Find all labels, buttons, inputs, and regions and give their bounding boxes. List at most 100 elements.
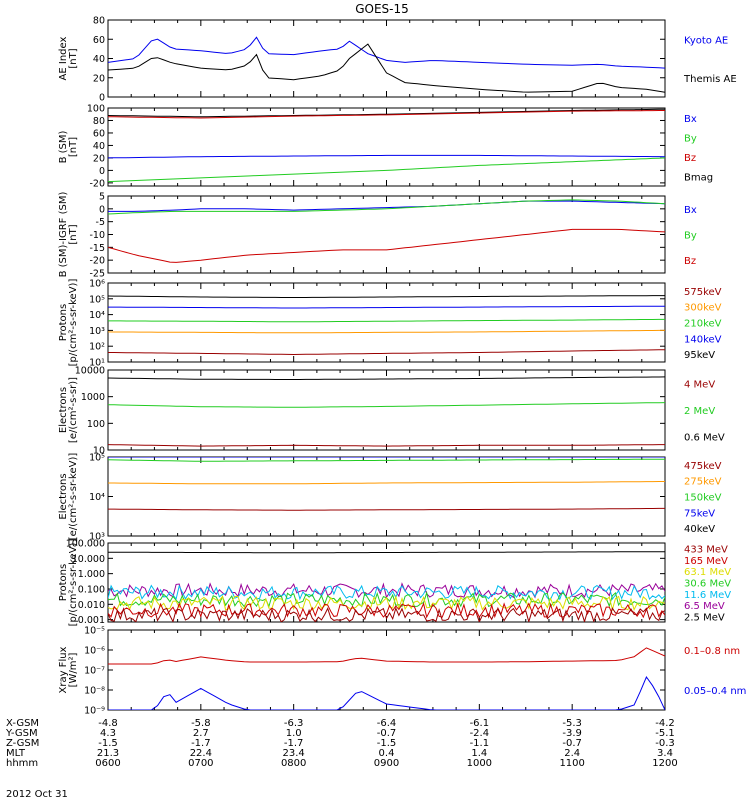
y-tick-label: 10⁻⁸: [84, 686, 105, 697]
legend-entry: Themis AE: [683, 74, 737, 85]
panel-7: 0.001 0.010 0.100 1.000 10.000 100.000 Protons…: [58, 539, 731, 627]
y-axis-label: Electrons: [58, 473, 69, 519]
legend-entry: 0.6 MeV: [684, 433, 725, 444]
legend-entry: 433 MeV: [684, 545, 728, 556]
footer-value: 1000: [467, 758, 492, 769]
y-tick-label: 10¹: [89, 358, 105, 369]
y-tick-label: 80: [93, 16, 105, 27]
y-axis-label: AE Index: [58, 36, 69, 80]
series-line: [108, 376, 665, 380]
series-line: [108, 444, 665, 447]
y-tick-label: 80: [93, 116, 105, 127]
footer-row-label: hhmm: [6, 758, 38, 769]
legend-entry: 300keV: [684, 303, 722, 314]
y-tick-label: -5: [96, 217, 105, 228]
panel-4: 10¹ 10² 10³ 10⁴ 10⁵ 10⁶ Protons [p/(cm²-s-sr-ke…: [58, 279, 722, 369]
y-tick-label: 0.001: [78, 615, 105, 626]
y-axis-label: Xray Flux: [58, 646, 69, 693]
series-line: [108, 594, 665, 612]
footer-value: 1.4: [471, 748, 487, 759]
footer-value: -6.4: [377, 718, 397, 729]
footer-value: 0900: [374, 758, 399, 769]
footer-value: -4.8: [98, 718, 118, 729]
series-line: [108, 602, 665, 619]
footer-value: -5.8: [191, 718, 211, 729]
y-axis-label: Protons: [58, 564, 69, 601]
footer-value: 1100: [559, 758, 584, 769]
legend-entry: 575keV: [684, 287, 722, 298]
legend-entry: 2 MeV: [684, 406, 715, 417]
y-tick-label: 10000: [75, 366, 105, 377]
footer-value: -1.1: [470, 738, 490, 749]
y-tick-label: -20: [89, 178, 105, 189]
y-tick-label: 20: [93, 153, 105, 164]
series-line: [108, 43, 665, 93]
footer-value: 0600: [95, 758, 120, 769]
y-axis-label: Protons: [58, 304, 69, 341]
series-line: [108, 36, 665, 69]
series-line: [108, 458, 665, 462]
footer-value: -0.7: [562, 738, 582, 749]
legend-entry: 0.1–0.8 nm: [684, 646, 740, 657]
legend-entry: 4 MeV: [684, 379, 715, 390]
footer-value: -0.3: [655, 738, 675, 749]
y-tick-label: 0.100: [78, 584, 105, 595]
y-axis-label: [nT]: [68, 137, 79, 157]
y-tick-label: 10⁻⁵: [84, 626, 105, 637]
series-line: [108, 154, 665, 159]
y-tick-label: 10⁵: [89, 453, 105, 464]
footer-value: -1.5: [377, 738, 397, 749]
footer-row-label: MLT: [6, 748, 26, 759]
legend-entry: 2.5 MeV: [684, 612, 725, 623]
y-axis-label: B (SM): [58, 130, 69, 163]
series-line: [108, 318, 665, 323]
series-line: [108, 329, 665, 334]
y-tick-label: 0: [99, 166, 105, 177]
panel-frame: [107, 542, 666, 623]
panel-1: 0 20 40 60 80 AE Index [nT] Kyoto AE Themis AE: [58, 16, 737, 104]
footer-value: -6.1: [470, 718, 490, 729]
footer-value: 21.3: [97, 748, 119, 759]
y-tick-label: 1.000: [78, 569, 105, 580]
footer-value: 0.4: [379, 748, 395, 759]
y-axis-label: [e/(cm²-s-sr-keV)]: [68, 453, 79, 541]
chart-title: GOES-15: [355, 2, 409, 16]
panel-3: -25 -20 -15 -10 -5 05 B (SM)-IGRF (SM) [nT] Bx By…: [58, 192, 697, 280]
y-tick-label: 0: [99, 93, 105, 104]
y-tick-label: -25: [89, 269, 105, 280]
legend-entry: 6.5 MeV: [684, 601, 725, 612]
legend-entry: 165 MeV: [684, 556, 728, 567]
y-tick-label: 40: [93, 54, 105, 65]
series-line: [108, 110, 665, 119]
legend-entry: Bx: [684, 205, 697, 216]
series-line: [108, 647, 665, 665]
footer-value: 23.4: [283, 748, 305, 759]
y-tick-label: 10³: [89, 326, 105, 337]
legend-entry: Kyoto AE: [684, 35, 728, 46]
panel-8: 10⁻⁹ 10⁻⁸ 10⁻⁷ 10⁻⁶ 10⁻⁵ Xray Flux [W/m²] 0.1–0…: [58, 626, 746, 717]
panel-5: 10 100 1000 10000 Electrons [e/(cm²-s-sr)] 4 M…: [58, 366, 725, 457]
legend-entry: 150keV: [684, 493, 722, 504]
series-line: [108, 305, 665, 309]
y-tick-label: 10⁶: [89, 279, 105, 290]
legend-entry: 275keV: [684, 477, 722, 488]
footer-value: -1.7: [191, 738, 211, 749]
panel-frame: [107, 19, 666, 98]
y-axis-label: [W/m²]: [68, 652, 79, 687]
y-tick-label: 60: [93, 35, 105, 46]
y-tick-label: 100: [87, 104, 105, 115]
y-axis-label: [p/(cm²-s-sr-keV)]: [68, 539, 79, 627]
footer-value: -1.7: [284, 738, 304, 749]
series-line: [108, 349, 665, 356]
series-line: [108, 606, 665, 622]
footer-value: 3.4: [657, 748, 673, 759]
footer-value: -3.9: [562, 728, 582, 739]
footer-value: -5.3: [562, 718, 582, 729]
panel-frame: [107, 629, 666, 711]
y-axis-label: B (SM)-IGRF (SM): [58, 192, 69, 278]
footer-value: 2.7: [193, 728, 209, 739]
y-tick-label: 60: [93, 128, 105, 139]
y-tick-label: 10⁵: [89, 294, 105, 305]
panel-frame: [107, 282, 666, 363]
